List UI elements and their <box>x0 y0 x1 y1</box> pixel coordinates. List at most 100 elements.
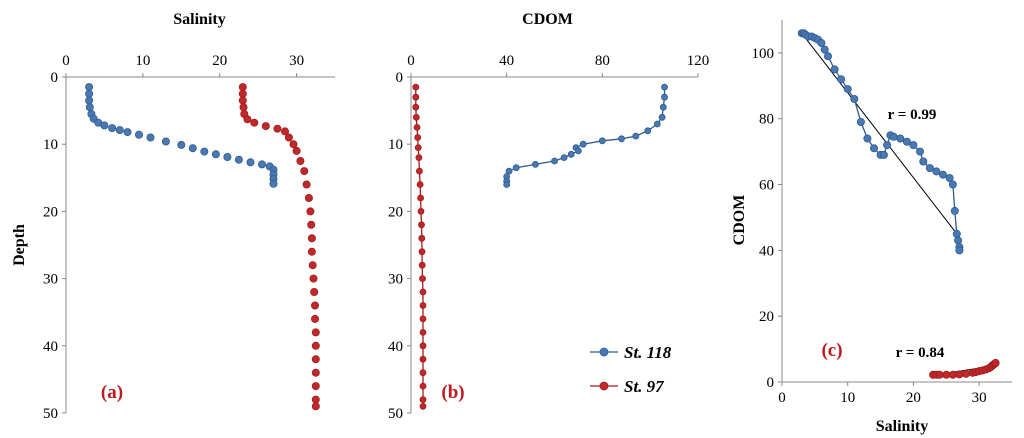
data-point <box>238 89 247 98</box>
data-point <box>863 134 872 143</box>
data-point <box>412 83 420 91</box>
x-tick-label: 0 <box>62 53 70 69</box>
data-point <box>598 137 606 145</box>
series-c-0 <box>797 29 964 255</box>
series-line <box>506 87 666 185</box>
y-tick-label: 40 <box>388 339 403 355</box>
series-b-1 <box>412 83 427 410</box>
data-point <box>280 127 289 136</box>
data-point <box>419 355 427 363</box>
data-point <box>200 147 209 156</box>
data-point <box>902 137 911 146</box>
x-tick-label: 30 <box>972 390 987 406</box>
data-point <box>417 207 425 215</box>
data-point <box>659 103 667 111</box>
data-point <box>579 140 587 148</box>
data-point <box>419 402 427 410</box>
series-a-1 <box>238 83 320 411</box>
y-tick-label: 0 <box>51 70 59 86</box>
data-point <box>412 113 420 121</box>
x-axis-title: Salinity <box>876 418 928 435</box>
data-point <box>115 126 124 135</box>
data-point <box>962 369 971 378</box>
data-point <box>830 65 839 74</box>
data-point <box>412 93 420 101</box>
data-point <box>311 341 320 350</box>
data-point <box>309 274 318 283</box>
data-point <box>134 130 143 139</box>
y-tick-label: 50 <box>43 406 58 422</box>
x-tick-label: 20 <box>212 53 227 69</box>
data-point <box>418 248 426 256</box>
data-point <box>311 355 320 364</box>
y-axis-title: Depth <box>11 224 28 266</box>
y-tick-label: 80 <box>759 112 774 128</box>
data-point <box>661 93 668 101</box>
y-axis-title: CDOM <box>731 195 748 246</box>
data-point <box>85 103 94 112</box>
y-tick-label: 20 <box>759 309 774 325</box>
data-point <box>243 115 252 124</box>
data-point <box>820 45 829 54</box>
data-point <box>306 207 315 216</box>
data-point <box>146 133 155 142</box>
data-point <box>257 160 266 169</box>
y-tick-label: 10 <box>43 137 58 153</box>
y-tick-label: 100 <box>752 46 775 62</box>
panel-label: (a) <box>101 382 123 403</box>
y-tick-label: 50 <box>388 406 403 422</box>
data-point <box>817 39 826 48</box>
data-point <box>238 96 247 105</box>
data-point <box>942 370 951 379</box>
data-point <box>954 236 963 245</box>
data-point <box>273 124 282 133</box>
data-point <box>850 95 859 104</box>
data-point <box>419 369 427 377</box>
data-point <box>269 179 278 188</box>
data-point <box>302 180 311 189</box>
chart-title: Salinity <box>173 11 225 28</box>
data-point <box>161 137 170 146</box>
panel-label: (b) <box>441 382 464 403</box>
data-point <box>419 288 427 296</box>
data-point <box>837 75 846 84</box>
data-point <box>239 103 248 112</box>
y-tick-label: 30 <box>388 272 403 288</box>
series-c-1 <box>929 358 1000 379</box>
data-point <box>85 83 94 92</box>
data-point <box>414 134 422 141</box>
data-point <box>310 314 319 323</box>
data-point <box>824 52 833 61</box>
fit-line <box>801 32 960 238</box>
data-point <box>939 170 948 179</box>
data-point <box>419 275 426 283</box>
data-point <box>307 247 316 256</box>
panel-label: (c) <box>821 340 842 361</box>
data-point <box>413 124 421 131</box>
data-point <box>560 154 568 162</box>
data-point <box>896 134 905 143</box>
data-point <box>123 128 132 137</box>
correlation-label: r = 0.99 <box>888 107 937 123</box>
data-point <box>419 328 427 336</box>
legend-marker <box>599 381 609 391</box>
series-a-0 <box>85 83 278 188</box>
data-point <box>909 141 918 150</box>
data-point <box>932 167 941 176</box>
data-point <box>311 395 320 404</box>
data-point <box>310 301 319 310</box>
data-point <box>419 302 427 309</box>
data-point <box>311 328 320 337</box>
y-tick-label: 0 <box>396 70 404 86</box>
y-tick-label: 0 <box>767 375 775 391</box>
data-point <box>925 164 934 173</box>
legend-label: St. 97 <box>624 377 665 396</box>
data-point <box>246 158 255 167</box>
data-point <box>916 147 925 156</box>
data-point <box>250 118 259 127</box>
y-tick-label: 20 <box>43 204 58 220</box>
data-point <box>311 368 320 377</box>
data-point <box>856 118 865 127</box>
y-tick-label: 10 <box>388 137 403 153</box>
